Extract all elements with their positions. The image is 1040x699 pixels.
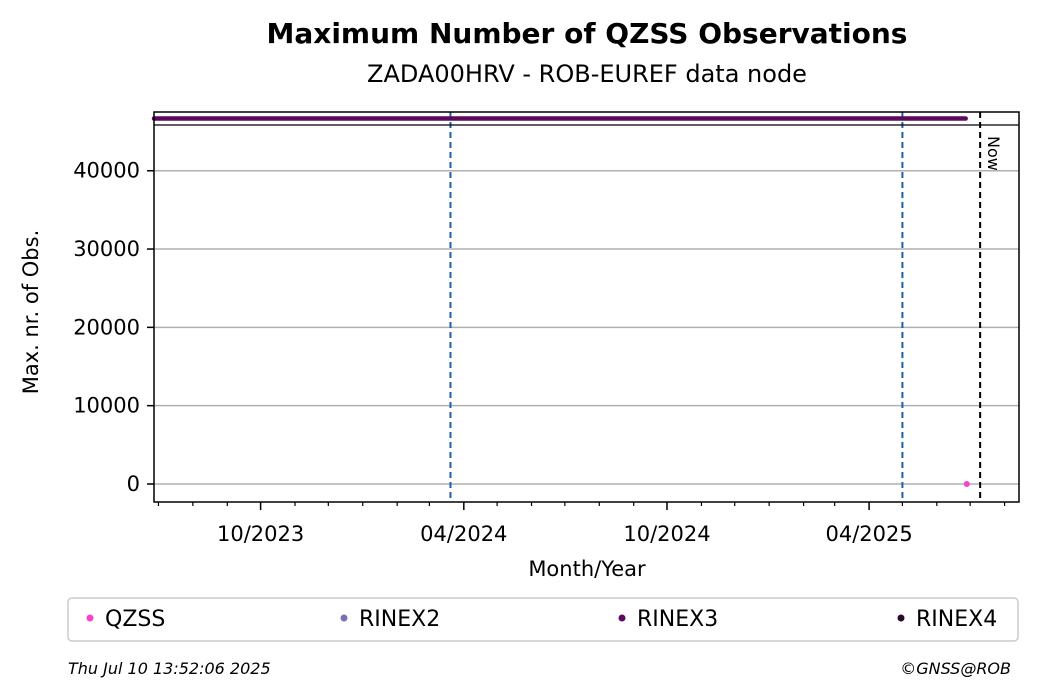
data-points [963, 480, 970, 487]
y-tick-label: 10000 [73, 394, 140, 418]
x-tick-label: 04/2024 [420, 522, 507, 546]
chart-subtitle: ZADA00HRV - ROB-EUREF data node [367, 60, 807, 88]
x-tick-label: 10/2024 [623, 522, 710, 546]
legend-box [67, 597, 1019, 642]
legend-marker [340, 614, 348, 622]
plot-frame [153, 111, 1020, 503]
y-tick-label: 40000 [73, 159, 140, 183]
legend-label: RINEX3 [637, 607, 718, 632]
x-axis-ticks: 10/2023 04/2024 10/2024 04/2025 [157, 502, 1006, 546]
grid-lines [154, 169, 1019, 485]
legend-label: QZSS [105, 607, 165, 632]
y-tick-label: 30000 [73, 237, 140, 261]
y-tick-label: 20000 [73, 315, 140, 339]
x-tick-label: 10/2023 [217, 522, 304, 546]
footer-timestamp: Thu Jul 10 13:52:06 2025 [68, 659, 271, 678]
legend-marker [86, 614, 94, 622]
y-axis-label: Max. nr. of Obs. [19, 230, 43, 395]
legend-item-qzss: QZSS [86, 607, 165, 632]
legend-label: RINEX4 [916, 607, 997, 632]
footer-credit: ©GNSS@ROB [900, 659, 1011, 678]
legend-item-rinex4: RINEX4 [897, 607, 997, 632]
legend-marker [897, 614, 905, 622]
legend-label: RINEX2 [359, 607, 440, 632]
y-axis-ticks: 0 10000 20000 30000 40000 [73, 159, 154, 496]
legend-item-rinex3: RINEX3 [618, 607, 718, 632]
event-lines: Now [449, 112, 1003, 502]
now-label: Now [984, 136, 1003, 171]
chart-title: Maximum Number of QZSS Observations [267, 17, 908, 50]
x-axis-label: Month/Year [528, 557, 646, 581]
data-point-qzss [963, 480, 970, 487]
legend-item-rinex2: RINEX2 [340, 607, 440, 632]
y-tick-label: 0 [127, 472, 140, 496]
x-tick-label: 04/2025 [825, 522, 912, 546]
legend: QZSS RINEX2 RINEX3 RINEX4 [67, 597, 1019, 642]
legend-marker [618, 614, 626, 622]
